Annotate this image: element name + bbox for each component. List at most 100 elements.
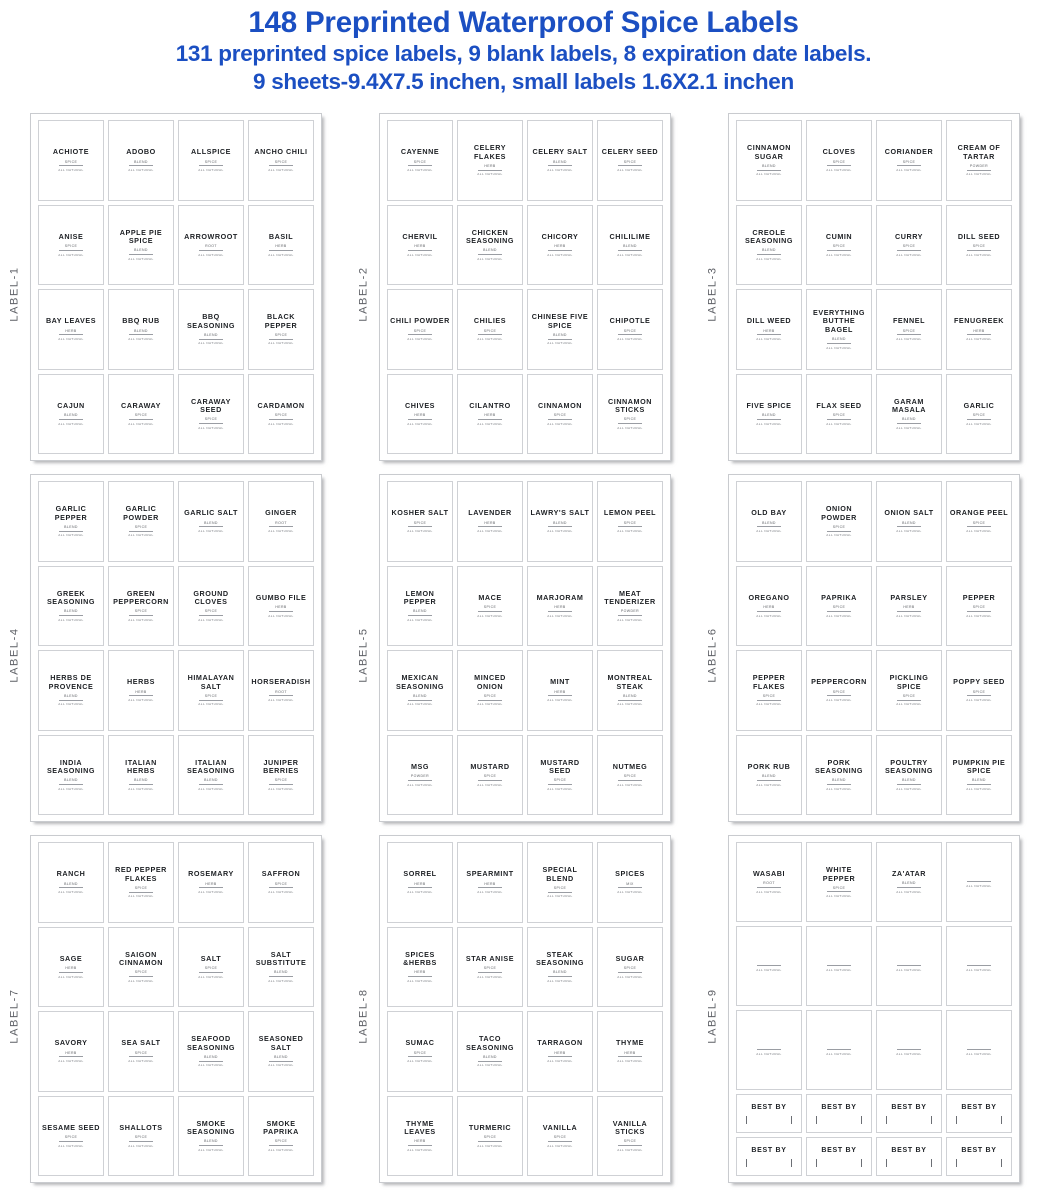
spice-label[interactable]: WHITE PEPPER SPICE ALL NATURAL	[806, 842, 872, 923]
spice-label[interactable]: CORIANDER SPICE ALL NATURAL	[876, 120, 942, 201]
blank-spice-label[interactable]: ALL NATURAL	[946, 1010, 1012, 1091]
spice-label[interactable]: HORSERADISH ROOT ALL NATURAL	[248, 650, 314, 731]
spice-label[interactable]: GARLIC SPICE ALL NATURAL	[946, 373, 1012, 454]
spice-label[interactable]: FENNEL SPICE ALL NATURAL	[876, 289, 942, 370]
spice-label[interactable]: CLOVES SPICE ALL NATURAL	[806, 120, 872, 201]
best-by-label[interactable]: BEST BY	[736, 1137, 802, 1176]
spice-label[interactable]: SESAME SEED SPICE ALL NATURAL	[38, 1095, 104, 1176]
spice-label[interactable]: PORK RUB BLEND ALL NATURAL	[736, 734, 802, 815]
spice-label[interactable]: SAFFRON SPICE ALL NATURAL	[248, 842, 314, 923]
spice-label[interactable]: PAPRIKA SPICE ALL NATURAL	[806, 565, 872, 646]
spice-label[interactable]: EVERYTHING BUTTHE BAGEL BLEND ALL NATURAL	[806, 289, 872, 370]
spice-label[interactable]: WASABI ROOT ALL NATURAL	[736, 842, 802, 923]
spice-label[interactable]: CHIPOTLE SPICE ALL NATURAL	[597, 289, 663, 370]
spice-label[interactable]: TACO SEASONING BLEND ALL NATURAL	[457, 1011, 523, 1092]
spice-label[interactable]: SEASONED SALT BLEND ALL NATURAL	[248, 1011, 314, 1092]
spice-label[interactable]: DILL SEED SPICE ALL NATURAL	[946, 204, 1012, 285]
spice-label[interactable]: PEPPERCORN SPICE ALL NATURAL	[806, 650, 872, 731]
spice-label[interactable]: CHIVES HERB ALL NATURAL	[387, 373, 453, 454]
spice-label[interactable]: GARLIC PEPPER BLEND ALL NATURAL	[38, 481, 104, 562]
spice-label[interactable]: VANILLA SPICE ALL NATURAL	[527, 1095, 593, 1176]
spice-label[interactable]: ITALIAN HERBS BLEND ALL NATURAL	[108, 734, 174, 815]
spice-label[interactable]: ANCHO CHILI SPICE ALL NATURAL	[248, 120, 314, 201]
spice-label[interactable]: RED PEPPER FLAKES SPICE ALL NATURAL	[108, 842, 174, 923]
spice-label[interactable]: ITALIAN SEASONING BLEND ALL NATURAL	[178, 734, 244, 815]
best-by-label[interactable]: BEST BY	[876, 1094, 942, 1134]
spice-label[interactable]: SORREL HERB ALL NATURAL	[387, 842, 453, 923]
spice-label[interactable]: SPEARMINT HERB ALL NATURAL	[457, 842, 523, 923]
spice-label[interactable]: ADOBO BLEND ALL NATURAL	[108, 120, 174, 201]
spice-label[interactable]: BLACK PEPPER SPICE ALL NATURAL	[248, 289, 314, 370]
spice-label[interactable]: POPPY SEED SPICE ALL NATURAL	[946, 650, 1012, 731]
spice-label[interactable]: ACHIOTE SPICE ALL NATURAL	[38, 120, 104, 201]
spice-label[interactable]: STAR ANISE SPICE ALL NATURAL	[457, 926, 523, 1007]
spice-label[interactable]: HERBS DE PROVENCE BLEND ALL NATURAL	[38, 650, 104, 731]
spice-label[interactable]: HERBS HERB ALL NATURAL	[108, 650, 174, 731]
spice-label[interactable]: BAY LEAVES HERB ALL NATURAL	[38, 289, 104, 370]
best-by-label[interactable]: BEST BY	[806, 1137, 872, 1176]
spice-label[interactable]: VANILLA STICKS SPICE ALL NATURAL	[597, 1095, 663, 1176]
spice-label[interactable]: MACE SPICE ALL NATURAL	[457, 565, 523, 646]
best-by-label[interactable]: BEST BY	[946, 1094, 1012, 1134]
spice-label[interactable]: JUNIPER BERRIES SPICE ALL NATURAL	[248, 734, 314, 815]
spice-label[interactable]: ZA'ATAR BLEND ALL NATURAL	[876, 842, 942, 923]
spice-label[interactable]: CREOLE SEASONING BLEND ALL NATURAL	[736, 204, 802, 285]
spice-label[interactable]: PARSLEY HERB ALL NATURAL	[876, 565, 942, 646]
spice-label[interactable]: OLD BAY BLEND ALL NATURAL	[736, 481, 802, 562]
blank-spice-label[interactable]: ALL NATURAL	[736, 926, 802, 1007]
spice-label[interactable]: MINT HERB ALL NATURAL	[527, 650, 593, 731]
spice-label[interactable]: GUMBO FILE HERB ALL NATURAL	[248, 565, 314, 646]
spice-label[interactable]: CINNAMON SPICE ALL NATURAL	[527, 373, 593, 454]
spice-label[interactable]: SPICES MIX ALL NATURAL	[597, 842, 663, 923]
spice-label[interactable]: CELERY FLAKES HERB ALL NATURAL	[457, 120, 523, 201]
spice-label[interactable]: MSG POWDER ALL NATURAL	[387, 734, 453, 815]
blank-spice-label[interactable]: ALL NATURAL	[876, 926, 942, 1007]
spice-label[interactable]: MEXICAN SEASONING BLEND ALL NATURAL	[387, 650, 453, 731]
best-by-label[interactable]: BEST BY	[736, 1094, 802, 1134]
spice-label[interactable]: SHALLOTS SPICE ALL NATURAL	[108, 1095, 174, 1176]
spice-label[interactable]: CELERY SALT BLEND ALL NATURAL	[527, 120, 593, 201]
spice-label[interactable]: PEPPER FLAKES SPICE ALL NATURAL	[736, 650, 802, 731]
spice-label[interactable]: PICKLING SPICE SPICE ALL NATURAL	[876, 650, 942, 731]
spice-label[interactable]: ROSEMARY HERB ALL NATURAL	[178, 842, 244, 923]
spice-label[interactable]: DILL WEED HERB ALL NATURAL	[736, 289, 802, 370]
spice-label[interactable]: CINNAMON STICKS SPICE ALL NATURAL	[597, 373, 663, 454]
spice-label[interactable]: SPECIAL BLEND SPICE ALL NATURAL	[527, 842, 593, 923]
spice-label[interactable]: GINGER ROOT ALL NATURAL	[248, 481, 314, 562]
spice-label[interactable]: SAIGON CINNAMON SPICE ALL NATURAL	[108, 926, 174, 1007]
spice-label[interactable]: CINNAMON SUGAR BLEND ALL NATURAL	[736, 120, 802, 201]
spice-label[interactable]: LAWRY'S SALT BLEND ALL NATURAL	[527, 481, 593, 562]
spice-label[interactable]: OREGANO HERB ALL NATURAL	[736, 565, 802, 646]
spice-label[interactable]: SMOKE PAPRIKA SPICE ALL NATURAL	[248, 1095, 314, 1176]
spice-label[interactable]: CURRY SPICE ALL NATURAL	[876, 204, 942, 285]
blank-spice-label[interactable]: ALL NATURAL	[736, 1010, 802, 1091]
spice-label[interactable]: CILANTRO HERB ALL NATURAL	[457, 373, 523, 454]
spice-label[interactable]: CARAWAY SEED SPICE ALL NATURAL	[178, 373, 244, 454]
spice-label[interactable]: CAJUN BLEND ALL NATURAL	[38, 373, 104, 454]
spice-label[interactable]: NUTMEG SPICE ALL NATURAL	[597, 734, 663, 815]
spice-label[interactable]: APPLE PIE SPICE BLEND ALL NATURAL	[108, 204, 174, 285]
spice-label[interactable]: HIMALAYAN SALT SPICE ALL NATURAL	[178, 650, 244, 731]
spice-label[interactable]: GARLIC POWDER SPICE ALL NATURAL	[108, 481, 174, 562]
spice-label[interactable]: ORANGE PEEL SPICE ALL NATURAL	[946, 481, 1012, 562]
spice-label[interactable]: STEAK SEASONING BLEND ALL NATURAL	[527, 926, 593, 1007]
spice-label[interactable]: CELERY SEED SPICE ALL NATURAL	[597, 120, 663, 201]
spice-label[interactable]: GREEK SEASONING BLEND ALL NATURAL	[38, 565, 104, 646]
spice-label[interactable]: SEA SALT SPICE ALL NATURAL	[108, 1011, 174, 1092]
spice-label[interactable]: CHICKEN SEASONING BLEND ALL NATURAL	[457, 204, 523, 285]
spice-label[interactable]: SAGE HERB ALL NATURAL	[38, 926, 104, 1007]
spice-label[interactable]: MEAT TENDERIZER POWDER ALL NATURAL	[597, 565, 663, 646]
spice-label[interactable]: SPICES &HERBS HERB ALL NATURAL	[387, 926, 453, 1007]
spice-label[interactable]: ONION SALT BLEND ALL NATURAL	[876, 481, 942, 562]
spice-label[interactable]: BBQ RUB BLEND ALL NATURAL	[108, 289, 174, 370]
spice-label[interactable]: CHILILIME BLEND ALL NATURAL	[597, 204, 663, 285]
spice-label[interactable]: ALLSPICE SPICE ALL NATURAL	[178, 120, 244, 201]
spice-label[interactable]: THYME HERB ALL NATURAL	[597, 1011, 663, 1092]
spice-label[interactable]: CAYENNE SPICE ALL NATURAL	[387, 120, 453, 201]
spice-label[interactable]: TURMERIC SPICE ALL NATURAL	[457, 1095, 523, 1176]
spice-label[interactable]: THYME LEAVES HERB ALL NATURAL	[387, 1095, 453, 1176]
spice-label[interactable]: LEMON PEEL SPICE ALL NATURAL	[597, 481, 663, 562]
spice-label[interactable]: SEAFOOD SEASONING BLEND ALL NATURAL	[178, 1011, 244, 1092]
spice-label[interactable]: CUMIN SPICE ALL NATURAL	[806, 204, 872, 285]
blank-spice-label[interactable]: ALL NATURAL	[946, 926, 1012, 1007]
